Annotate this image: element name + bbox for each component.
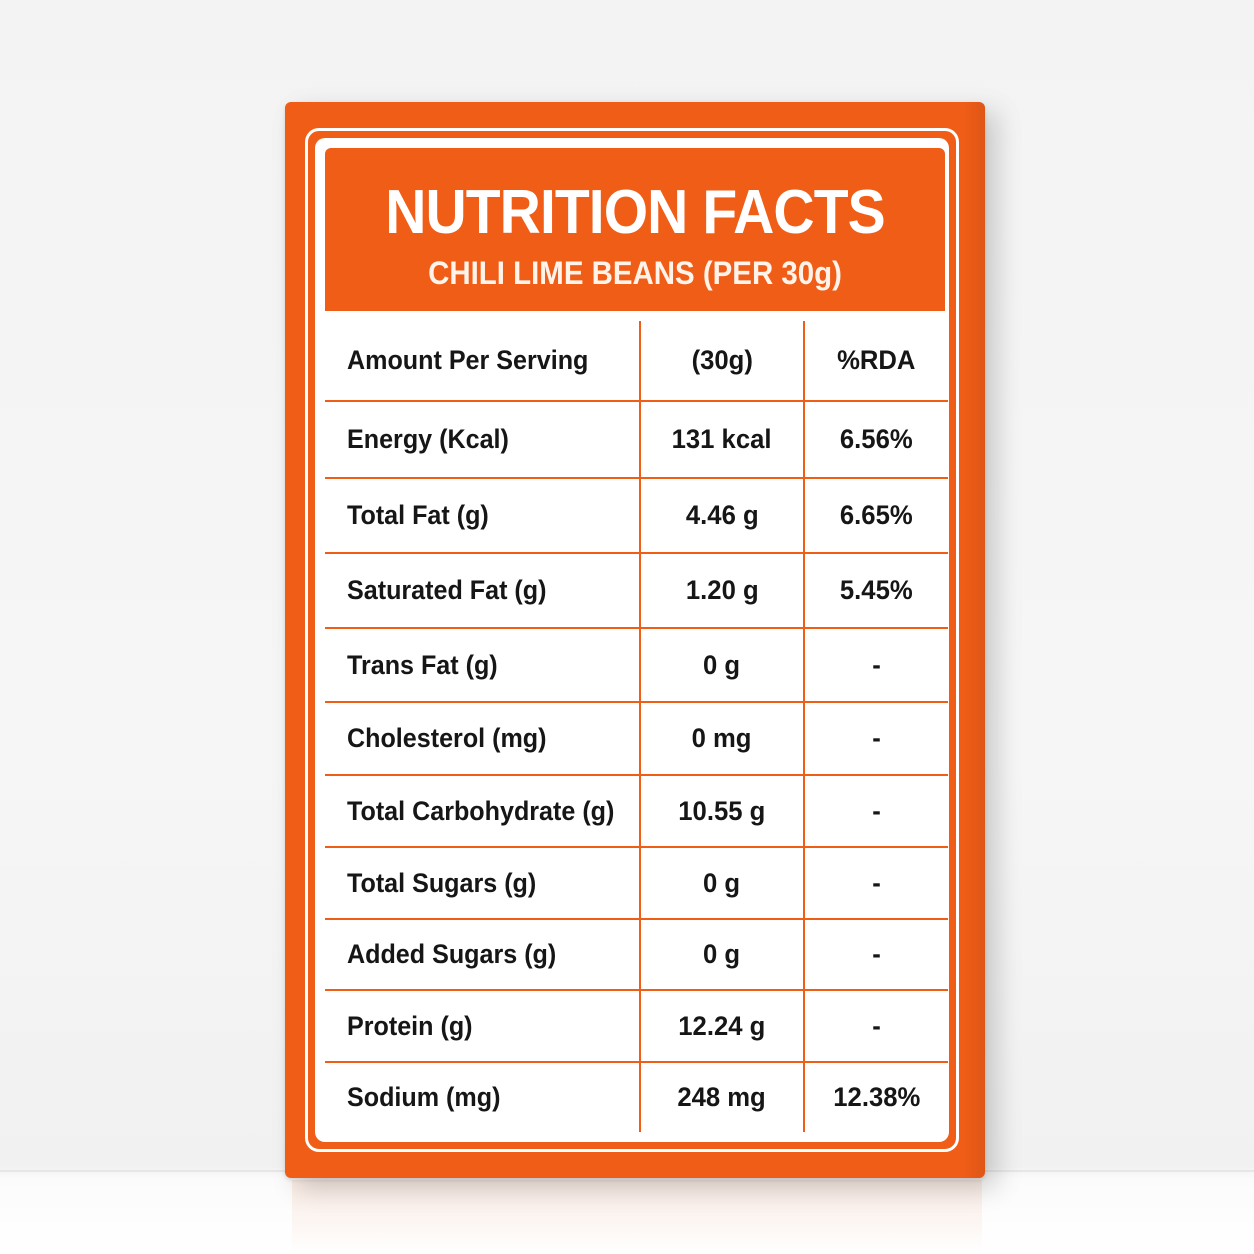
- card-reflection: [292, 1180, 982, 1254]
- nutrient-rda: -: [804, 628, 948, 703]
- nutrient-name: Cholesterol (mg): [325, 702, 641, 776]
- column-header-amount: (30g): [640, 321, 805, 402]
- nutrient-name: Saturated Fat (g): [325, 553, 641, 629]
- nutrient-name: Protein (g): [325, 990, 641, 1063]
- nutrient-name: Energy (Kcal): [325, 401, 641, 479]
- nutrient-rda: 6.65%: [804, 478, 948, 554]
- table-row: Energy (Kcal) 131 kcal 6.56%: [325, 401, 948, 479]
- nutrient-name: Total Fat (g): [325, 478, 641, 554]
- card-frame: [305, 128, 959, 1152]
- label-subtitle: CHILI LIME BEANS (PER 30g): [428, 255, 842, 291]
- table-row: Total Fat (g) 4.46 g 6.65%: [325, 478, 948, 554]
- nutrition-panel: NUTRITION FACTS CHILI LIME BEANS (PER 30…: [315, 138, 949, 1142]
- nutrient-amount: 1.20 g: [640, 553, 805, 629]
- nutrient-amount: 10.55 g: [640, 775, 805, 848]
- nutrition-table: Amount Per Serving (30g) %RDA Energy (Kc…: [325, 321, 948, 1132]
- nutrient-rda: 6.56%: [804, 401, 948, 479]
- nutrient-rda: -: [804, 990, 948, 1063]
- table-row: Sodium (mg) 248 mg 12.38%: [325, 1062, 948, 1132]
- table-header-row: Amount Per Serving (30g) %RDA: [325, 321, 948, 402]
- label-header: NUTRITION FACTS CHILI LIME BEANS (PER 30…: [325, 148, 945, 311]
- nutrient-amount: 0 g: [640, 919, 805, 991]
- nutrient-rda: 12.38%: [832, 1082, 920, 1112]
- nutrient-name: Trans Fat (g): [325, 628, 641, 703]
- nutrient-amount: 0 g: [640, 628, 805, 703]
- nutrient-rda: -: [804, 919, 948, 991]
- column-header-nutrient: Amount Per Serving: [325, 321, 641, 402]
- nutrient-amount: 4.46 g: [640, 478, 805, 554]
- column-header-rda: %RDA: [804, 321, 948, 402]
- nutrient-name: Total Carbohydrate (g): [325, 775, 641, 848]
- nutrient-rda: 5.45%: [804, 553, 948, 629]
- nutrient-rda: -: [804, 775, 948, 848]
- table-row: Added Sugars (g) 0 g -: [325, 919, 948, 991]
- nutrient-rda: -: [804, 702, 948, 776]
- table-row: Trans Fat (g) 0 g -: [325, 628, 948, 703]
- nutrient-amount: 248 mg: [640, 1062, 805, 1132]
- nutrient-name: Total Sugars (g): [325, 847, 641, 920]
- card-edge-shade: [963, 102, 985, 1178]
- nutrient-rda: -: [804, 847, 948, 920]
- nutrient-name: Added Sugars (g): [325, 919, 641, 991]
- nutrient-amount: 0 g: [640, 847, 805, 920]
- table-row: Total Carbohydrate (g) 10.55 g -: [325, 775, 948, 848]
- nutrient-amount: 0 mg: [640, 702, 805, 776]
- nutrient-amount: 131 kcal: [640, 401, 805, 479]
- table-row: Cholesterol (mg) 0 mg -: [325, 702, 948, 776]
- nutrition-card: NUTRITION FACTS CHILI LIME BEANS (PER 30…: [285, 102, 985, 1178]
- label-title: NUTRITION FACTS: [385, 178, 885, 247]
- nutrient-amount: 12.24 g: [640, 990, 805, 1063]
- table-row: Saturated Fat (g) 1.20 g 5.45%: [325, 553, 948, 629]
- nutrient-name: Sodium (mg): [325, 1062, 641, 1132]
- table-row: Total Sugars (g) 0 g -: [325, 847, 948, 920]
- table-row: Protein (g) 12.24 g -: [325, 990, 948, 1063]
